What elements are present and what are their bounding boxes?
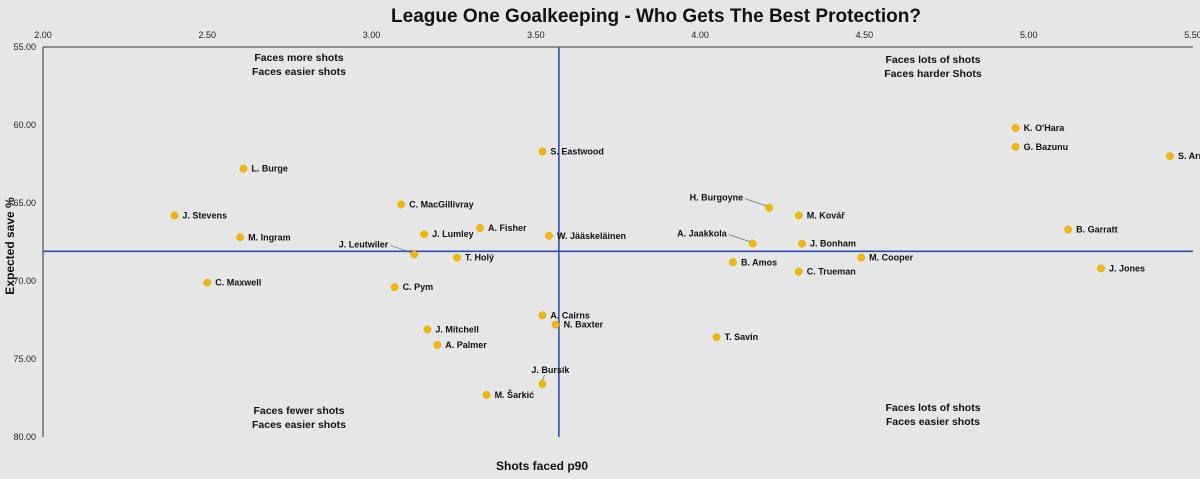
quadrant-label: Faces lots of shots (885, 54, 980, 66)
quadrant-label: Faces easier shots (252, 419, 346, 431)
data-point (1011, 142, 1020, 151)
point-label: K. O'Hara (1024, 123, 1066, 133)
data-point (551, 320, 560, 329)
data-point (239, 164, 248, 173)
data-point (748, 239, 757, 248)
point-label: C. Trueman (807, 267, 856, 277)
y-tick-label: 75.00 (13, 354, 36, 364)
point-label: J. Leutwiler (339, 239, 389, 249)
data-point (794, 211, 803, 220)
data-point (798, 239, 806, 248)
x-tick-label: 3.50 (527, 30, 545, 40)
data-point (712, 333, 721, 342)
point-label: B. Amos (741, 257, 777, 267)
point-label: T. Holý (465, 253, 494, 263)
data-point (410, 250, 419, 259)
y-tick-label: 70.00 (13, 276, 36, 286)
point-label: J. Lumley (432, 229, 474, 239)
quadrant-label: Faces harder Shots (884, 68, 982, 80)
label-leader-line (745, 198, 767, 206)
data-point (423, 325, 432, 334)
x-axis-label: Shots faced p90 (496, 459, 588, 473)
x-tick-label: 3.00 (363, 30, 381, 40)
data-point (453, 253, 461, 262)
point-label: L. Burge (251, 164, 288, 174)
point-label: J. Jones (1109, 264, 1145, 274)
y-tick-label: 65.00 (13, 198, 36, 208)
point-label: M. Kovář (807, 210, 846, 220)
point-label: C. Pym (403, 282, 434, 292)
x-tick-label: 2.50 (199, 30, 217, 40)
quadrant-label: Faces easier shots (252, 66, 346, 78)
quadrant-label: Faces easier shots (886, 416, 980, 428)
point-label: J. Stevens (182, 210, 227, 220)
data-point (476, 224, 484, 232)
data-point (482, 391, 491, 399)
label-leader-line (390, 245, 412, 253)
point-label: H. Burgoyne (690, 193, 744, 203)
data-point (545, 231, 553, 240)
x-tick-label: 2.00 (34, 30, 52, 40)
y-axis-label: Expected save % (3, 197, 17, 295)
data-point (729, 258, 737, 267)
point-label: A. Palmer (445, 340, 487, 350)
point-label: M. Šarkić (495, 389, 535, 400)
point-label: M. Cooper (869, 253, 913, 263)
data-point (236, 233, 244, 242)
point-label: G. Bazunu (1024, 142, 1069, 152)
data-point (1097, 264, 1105, 273)
data-point (390, 283, 399, 292)
data-point (765, 203, 773, 212)
x-tick-label: 5.00 (1020, 30, 1038, 40)
point-label: S. Arnold (1178, 151, 1200, 161)
data-point (170, 211, 179, 220)
data-point (1011, 124, 1020, 132)
data-point (538, 311, 547, 320)
data-point (794, 267, 803, 276)
data-point (538, 380, 547, 388)
x-tick-label: 4.00 (691, 30, 709, 40)
data-point (1166, 152, 1174, 161)
point-label: C. MacGillivray (409, 200, 474, 210)
point-label: A. Fisher (488, 223, 527, 233)
quadrant-label: Faces fewer shots (253, 405, 344, 417)
point-label: J. Mitchell (435, 324, 479, 334)
y-tick-label: 55.00 (13, 42, 36, 52)
quadrant-label: Faces lots of shots (885, 402, 980, 414)
label-leader-line (542, 374, 545, 382)
point-label: W. Jääskeläinen (557, 231, 626, 241)
point-label: J. Bonham (810, 239, 856, 249)
point-label: C. Maxwell (215, 278, 261, 288)
chart-title: League One Goalkeeping - Who Gets The Be… (391, 6, 921, 27)
point-label: T. Savin (725, 332, 759, 342)
y-tick-label: 80.00 (13, 432, 36, 442)
point-label: M. Ingram (248, 232, 291, 242)
point-label: N. Baxter (564, 320, 604, 330)
point-label: A. Cairns (550, 310, 590, 320)
data-point (857, 253, 865, 262)
x-tick-label: 5.50 (1184, 30, 1200, 40)
label-leader-line (728, 234, 750, 242)
data-point (420, 230, 428, 239)
point-label: A. Jaakkola (677, 229, 728, 239)
x-tick-label: 4.50 (856, 30, 874, 40)
data-point (203, 278, 212, 287)
quadrant-label: Faces more shots (254, 52, 343, 64)
data-point (1064, 225, 1072, 234)
point-label: S. Eastwood (550, 147, 604, 157)
data-point (538, 147, 547, 156)
point-label: B. Garratt (1076, 225, 1118, 235)
data-point (433, 341, 442, 349)
data-point (397, 200, 405, 209)
point-label: J. Bursík (531, 365, 570, 375)
y-tick-label: 60.00 (13, 120, 36, 130)
